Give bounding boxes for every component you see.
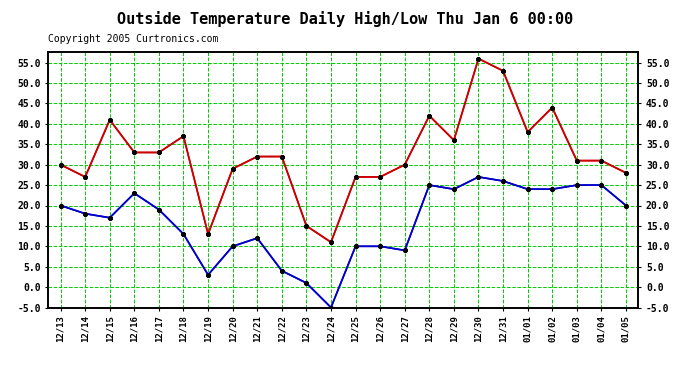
Text: Outside Temperature Daily High/Low Thu Jan 6 00:00: Outside Temperature Daily High/Low Thu J… [117,11,573,27]
Text: Copyright 2005 Curtronics.com: Copyright 2005 Curtronics.com [48,34,219,44]
